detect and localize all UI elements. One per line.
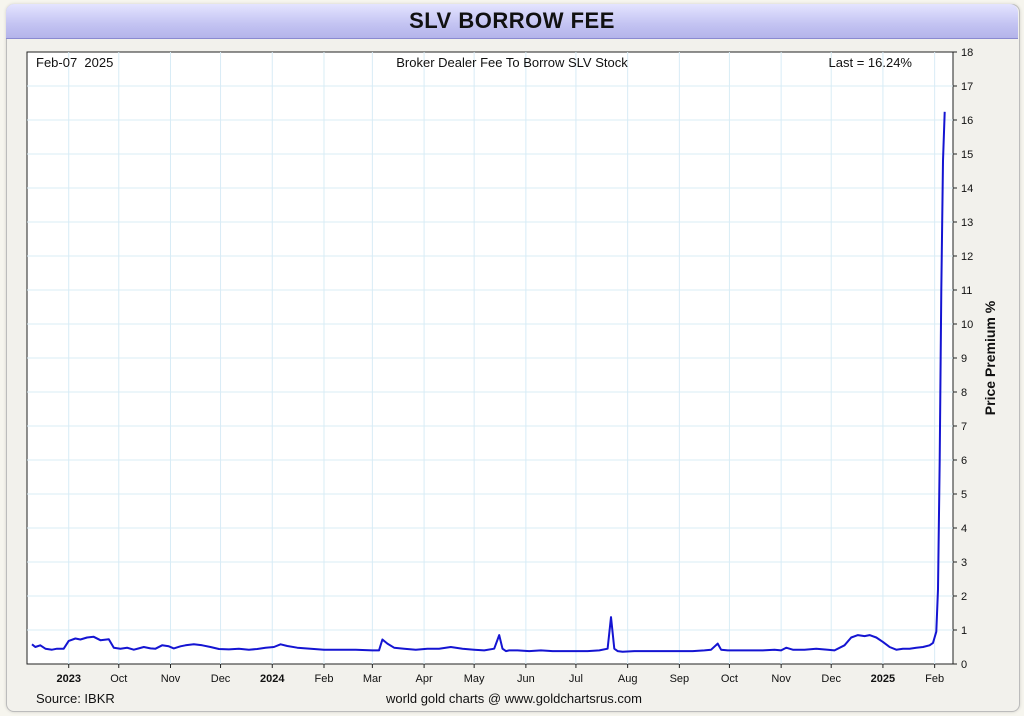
date-label: Feb-07 2025 — [36, 55, 113, 70]
y-tick-label: 16 — [961, 115, 973, 127]
x-tick-label: Apr — [416, 673, 433, 685]
chart-title: Broker Dealer Fee To Borrow SLV Stock — [396, 55, 628, 70]
y-tick-label: 18 — [961, 47, 973, 59]
y-tick-label: 15 — [961, 149, 973, 161]
y-tick-label: 0 — [961, 659, 967, 671]
y-tick-label: 14 — [961, 183, 973, 195]
last-value-label: Last = 16.24% — [829, 55, 913, 70]
x-tick-label: Oct — [721, 673, 738, 685]
page-title: SLV BORROW FEE — [409, 8, 615, 33]
y-tick-label: 10 — [961, 319, 973, 331]
series-line — [31, 111, 946, 653]
title-bar: SLV BORROW FEE — [6, 4, 1018, 39]
x-tick-label: Oct — [110, 673, 127, 685]
y-tick-label: 12 — [961, 251, 973, 263]
x-tick-label: 2023 — [56, 673, 80, 685]
x-tick-label: Sep — [670, 673, 690, 685]
y-tick-label: 8 — [961, 387, 967, 399]
y-tick-label: 9 — [961, 353, 967, 365]
y-tick-label: 3 — [961, 557, 967, 569]
y-tick-label: 7 — [961, 421, 967, 433]
y-tick-label: 2 — [961, 591, 967, 603]
x-tick-label: Feb — [315, 673, 334, 685]
y-tick-label: 5 — [961, 489, 967, 501]
x-tick-label: Dec — [211, 673, 231, 685]
y-tick-label: 13 — [961, 217, 973, 229]
y-tick-label: 17 — [961, 81, 973, 93]
x-tick-label: Nov — [161, 673, 181, 685]
x-tick-label: Jul — [569, 673, 583, 685]
x-tick-label: Nov — [771, 673, 791, 685]
x-tick-label: Jun — [517, 673, 535, 685]
y-tick-label: 11 — [961, 285, 972, 297]
x-tick-label: Aug — [618, 673, 638, 685]
source-label: Source: IBKR — [36, 691, 115, 706]
x-tick-label: Dec — [821, 673, 841, 685]
credit-label: world gold charts @ www.goldchartsrus.co… — [385, 691, 642, 706]
x-tick-label: 2025 — [871, 673, 895, 685]
y-tick-label: 6 — [961, 455, 967, 467]
y-tick-label: 4 — [961, 523, 967, 535]
x-tick-label: May — [464, 673, 485, 685]
y-axis-label: Price Premium % — [982, 300, 998, 415]
x-tick-label: Feb — [925, 673, 944, 685]
x-tick-label: 2024 — [260, 673, 285, 685]
x-tick-label: Mar — [363, 673, 382, 685]
y-tick-label: 1 — [961, 625, 967, 637]
